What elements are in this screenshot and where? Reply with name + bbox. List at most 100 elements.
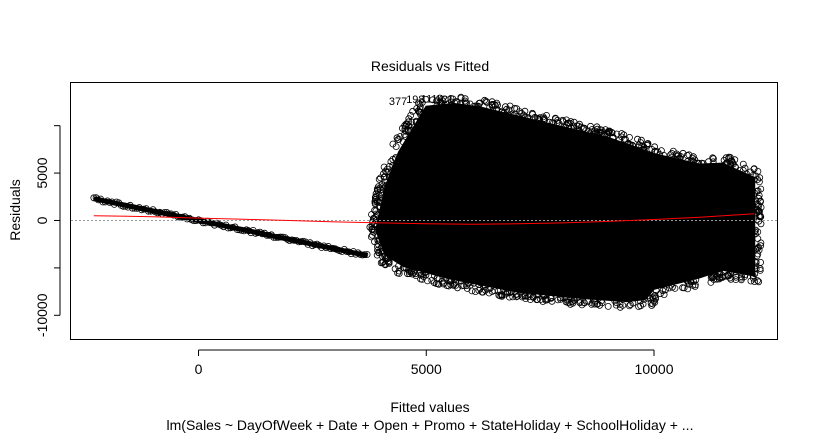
data-point (498, 107, 506, 115)
data-point (416, 105, 424, 113)
data-point (575, 126, 583, 134)
data-point (415, 269, 423, 277)
data-point (709, 158, 717, 166)
data-point (755, 246, 763, 254)
data-point (755, 217, 763, 225)
point-cloud (375, 102, 756, 303)
data-point (527, 296, 534, 304)
data-layer (71, 93, 777, 311)
data-point (458, 282, 466, 290)
data-point (753, 187, 761, 195)
data-point (752, 172, 760, 180)
data-point (412, 117, 420, 125)
data-point (622, 135, 629, 143)
data-point (732, 163, 739, 171)
data-point (747, 168, 754, 176)
data-point (751, 262, 759, 270)
data-point (520, 111, 528, 119)
data-point (559, 294, 567, 302)
data-point (380, 173, 388, 181)
data-point (730, 160, 737, 168)
data-point (387, 158, 395, 165)
data-point (454, 284, 461, 292)
data-point (611, 297, 619, 305)
data-point (598, 129, 606, 137)
data-point (402, 122, 410, 130)
data-point (382, 182, 389, 190)
outlier-label: 121 (435, 94, 453, 106)
data-point (475, 286, 483, 294)
data-point (374, 236, 382, 244)
data-point (669, 147, 677, 155)
data-point (471, 288, 479, 296)
data-point (405, 115, 413, 123)
data-point (588, 126, 596, 133)
data-point (521, 291, 528, 299)
data-point (570, 122, 577, 130)
y-axis: -10000 0 5000 (34, 125, 61, 337)
data-point (731, 268, 738, 276)
data-point (395, 262, 402, 270)
data-point (405, 264, 413, 271)
data-point (552, 114, 559, 122)
data-point (754, 235, 762, 243)
data-point (522, 295, 529, 303)
data-point (690, 153, 697, 161)
data-point (516, 108, 524, 115)
data-point (683, 151, 691, 159)
data-point (470, 279, 478, 287)
data-point (635, 303, 642, 311)
data-point (374, 248, 382, 256)
data-point (435, 280, 443, 288)
data-point (422, 271, 430, 279)
y-axis-label: Residuals (7, 179, 23, 240)
y-tick-label: 0 (34, 216, 50, 224)
data-point (649, 294, 657, 301)
data-point (480, 281, 488, 289)
data-point (658, 147, 665, 155)
data-point (579, 125, 587, 133)
data-point (368, 225, 376, 233)
data-point (424, 277, 431, 285)
data-point (634, 135, 641, 143)
data-point (377, 259, 385, 267)
data-point (686, 280, 693, 288)
data-point (736, 167, 744, 174)
data-point (659, 287, 667, 295)
data-point (613, 299, 620, 307)
data-point (627, 301, 634, 309)
data-point (429, 96, 437, 104)
data-point (529, 109, 536, 117)
data-point (430, 279, 438, 287)
data-point (373, 186, 381, 194)
data-point (393, 134, 401, 142)
data-point (563, 121, 570, 128)
data-point (629, 142, 636, 150)
data-point (420, 273, 428, 281)
data-point (651, 291, 659, 299)
data-point (468, 287, 476, 295)
data-point (618, 130, 625, 137)
data-point (754, 206, 762, 214)
data-point (415, 108, 423, 115)
data-point (414, 107, 422, 115)
data-point (392, 154, 400, 161)
data-point (532, 291, 540, 299)
data-point (669, 283, 676, 291)
data-point (755, 192, 763, 199)
data-point (656, 150, 664, 158)
chart-title: Residuals vs Fitted (371, 58, 489, 74)
data-point (581, 299, 588, 307)
data-point (708, 272, 716, 280)
data-point (598, 299, 606, 307)
data-point (756, 174, 764, 182)
data-point (547, 294, 555, 302)
data-point (405, 122, 413, 129)
data-point (379, 249, 387, 257)
data-point (472, 102, 480, 110)
data-point (689, 281, 697, 289)
chart-subtitle: lm(Sales ~ DayOfWeek + Date + Open + Pro… (167, 417, 694, 433)
data-point (559, 116, 566, 124)
data-point (608, 128, 616, 136)
data-point (434, 280, 442, 288)
